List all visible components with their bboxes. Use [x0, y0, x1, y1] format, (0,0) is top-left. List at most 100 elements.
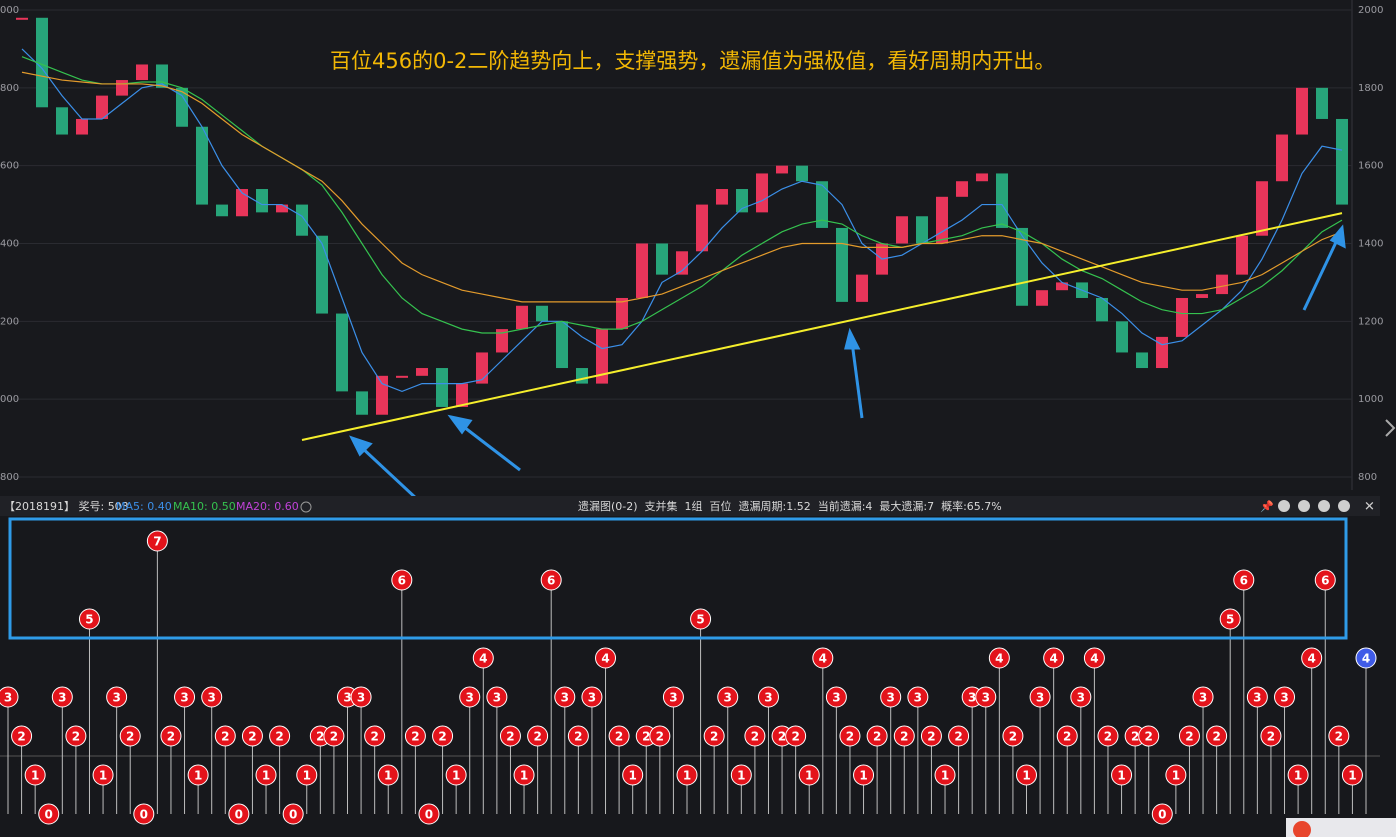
omission-dot: [744, 725, 766, 747]
omission-label: 1: [805, 769, 813, 783]
omission-label: 2: [438, 730, 446, 744]
omission-dot: [812, 647, 834, 669]
omission-label: 3: [4, 691, 12, 705]
candle: [216, 204, 228, 217]
omission-label: 2: [1335, 730, 1343, 744]
candle: [756, 173, 768, 213]
omission-dot: [241, 725, 263, 747]
y-tick-label-left: 400: [0, 239, 19, 250]
omission-label: 2: [751, 730, 759, 744]
scroll-arrow[interactable]: [1385, 419, 1396, 437]
omission-label: 2: [1063, 730, 1071, 744]
omission-dot: [350, 686, 372, 708]
omission-label: 3: [112, 691, 120, 705]
candle: [996, 173, 1008, 228]
omission-label: 4: [819, 652, 827, 666]
omission-label: 2: [656, 730, 664, 744]
candle: [916, 216, 928, 244]
omission-dot: [798, 764, 820, 786]
candle: [236, 189, 248, 217]
omission-label: 4: [479, 652, 487, 666]
y-tick-label-left: 200: [0, 316, 19, 327]
omission-label: 0: [45, 808, 53, 822]
info-ma5: MA5: 0.40: [116, 500, 172, 513]
omission-dot: [717, 686, 739, 708]
omission-dot: [1178, 725, 1200, 747]
omission-label: 3: [887, 691, 895, 705]
y-tick-label: 1600: [1358, 161, 1383, 172]
omission-dot: [975, 686, 997, 708]
omission-dot: [1246, 686, 1268, 708]
omission-label: 3: [180, 691, 188, 705]
omission-label: 3: [357, 691, 365, 705]
omission-dot: [418, 803, 440, 825]
pin-button[interactable]: 📌: [1260, 499, 1274, 513]
omission-label: 2: [221, 730, 229, 744]
y-tick-label: 1800: [1358, 83, 1383, 94]
omission-label: 1: [1294, 769, 1302, 783]
arrow-head: [844, 327, 861, 350]
candle: [676, 251, 688, 275]
omission-label: 0: [289, 808, 297, 822]
candle: [376, 375, 388, 415]
omission-dot: [255, 764, 277, 786]
omission-label: 3: [1077, 691, 1085, 705]
candle: [816, 181, 828, 228]
icon-button[interactable]: [1318, 500, 1330, 512]
omission-dot: [785, 725, 807, 747]
omission-dot: [445, 764, 467, 786]
omission-label: 2: [1009, 730, 1017, 744]
candle: [896, 216, 908, 244]
price-panel: [0, 0, 1352, 490]
omission-dot: [65, 725, 87, 747]
candle: [1056, 282, 1068, 291]
omission-dot: [527, 725, 549, 747]
omission-label: 3: [724, 691, 732, 705]
close-button[interactable]: ✕: [1364, 500, 1375, 515]
omission-label: 1: [99, 769, 107, 783]
omission-dot: [730, 764, 752, 786]
candle: [336, 313, 348, 392]
candle: [1136, 352, 1148, 369]
omission-dot: [676, 764, 698, 786]
omission-dot: [703, 725, 725, 747]
icon-button[interactable]: [1298, 500, 1310, 512]
omission-dot: [472, 647, 494, 669]
omission-label: 6: [547, 574, 555, 588]
omission-label: 2: [1185, 730, 1193, 744]
omission-dot: [948, 725, 970, 747]
omission-label: 4: [995, 652, 1003, 666]
omission-label: 3: [914, 691, 922, 705]
candle: [1236, 235, 1248, 275]
candle: [1316, 87, 1328, 119]
omission-dot: [1314, 569, 1336, 591]
candle: [856, 274, 868, 302]
arrow-head: [447, 414, 473, 435]
omission-label: 3: [1199, 691, 1207, 705]
candle: [596, 329, 608, 384]
omission-label: 1: [452, 769, 460, 783]
omission-dot: [1165, 764, 1187, 786]
candle: [1196, 294, 1208, 298]
omission-dot: [106, 686, 128, 708]
info-ma10: MA10: 0.50: [173, 500, 236, 513]
help-icon[interactable]: [300, 501, 312, 513]
candle: [556, 321, 568, 369]
omission-label: 4: [1049, 652, 1057, 666]
candle: [696, 204, 708, 252]
candle: [356, 391, 368, 415]
info-bar: [0, 496, 1380, 516]
toolbar-icons: ✕ 📌: [1260, 499, 1375, 515]
omission-label: 1: [1172, 769, 1180, 783]
annotation: 百位456的0-2二阶趋势向上，支撑强势，遗漏值为强极值，看好周期内开出。: [330, 49, 1055, 73]
omission-label: 3: [343, 691, 351, 705]
candle: [716, 189, 728, 205]
candle: [1096, 297, 1108, 322]
omission-dot: [1274, 686, 1296, 708]
icon-button[interactable]: [1338, 500, 1350, 512]
omission-label: 0: [235, 808, 243, 822]
candle: [736, 189, 748, 213]
candle: [476, 352, 488, 384]
icon-button[interactable]: [1278, 500, 1290, 512]
